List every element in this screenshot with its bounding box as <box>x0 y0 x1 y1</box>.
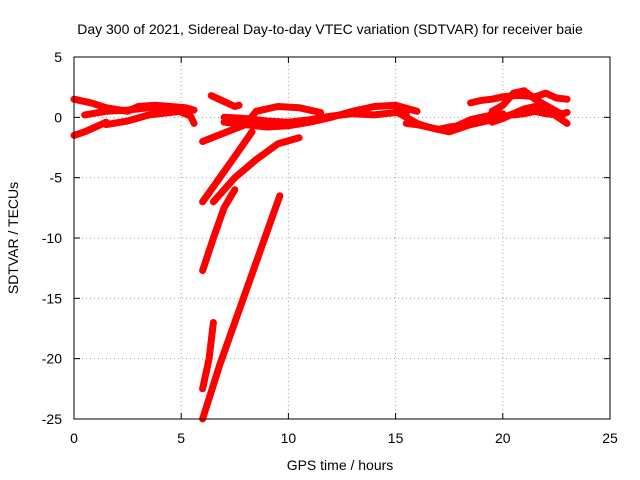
y-tick-label: -15 <box>42 290 62 306</box>
series-track-6 <box>199 103 325 145</box>
series-track-2 <box>70 118 110 139</box>
series-track-13 <box>199 192 284 423</box>
y-tick-labels: 5 0 -5 -10 -15 -20 -25 <box>42 49 62 427</box>
x-tick-label: 0 <box>70 430 78 446</box>
axis-ticks <box>73 56 611 420</box>
series-track-16 <box>445 110 507 133</box>
series-track-18 <box>488 87 567 119</box>
y-tick-label: 5 <box>54 49 62 65</box>
y-axis-label: SDTVAR / TECUs <box>5 182 21 294</box>
x-axis-label: GPS time / hours <box>287 457 394 473</box>
series-track-8 <box>220 109 410 126</box>
y-tick-label: -20 <box>42 351 62 367</box>
x-tick-label: 10 <box>281 430 297 446</box>
x-tick-label: 25 <box>602 430 618 446</box>
series-track-12 <box>199 319 217 393</box>
y-tick-label: 0 <box>54 109 62 125</box>
series-track-4 <box>102 106 198 129</box>
series-track-10 <box>209 134 303 206</box>
y-tick-label: -10 <box>42 230 62 246</box>
series-track-20 <box>510 107 571 119</box>
series-layer <box>70 87 571 423</box>
y-tick-label: -5 <box>50 170 63 186</box>
x-tick-label: 5 <box>177 430 185 446</box>
series-track-5 <box>207 92 243 110</box>
y-tick-label: -25 <box>42 411 62 427</box>
series-track-17 <box>467 89 571 107</box>
x-tick-label: 20 <box>495 430 511 446</box>
series-track-11 <box>199 186 239 275</box>
x-tick-label: 15 <box>388 430 404 446</box>
chart-title: Day 300 of 2021, Sidereal Day-to-day VTE… <box>77 21 583 37</box>
x-tick-labels: 0 5 10 15 20 25 <box>70 430 618 446</box>
series-track-9 <box>199 128 256 206</box>
